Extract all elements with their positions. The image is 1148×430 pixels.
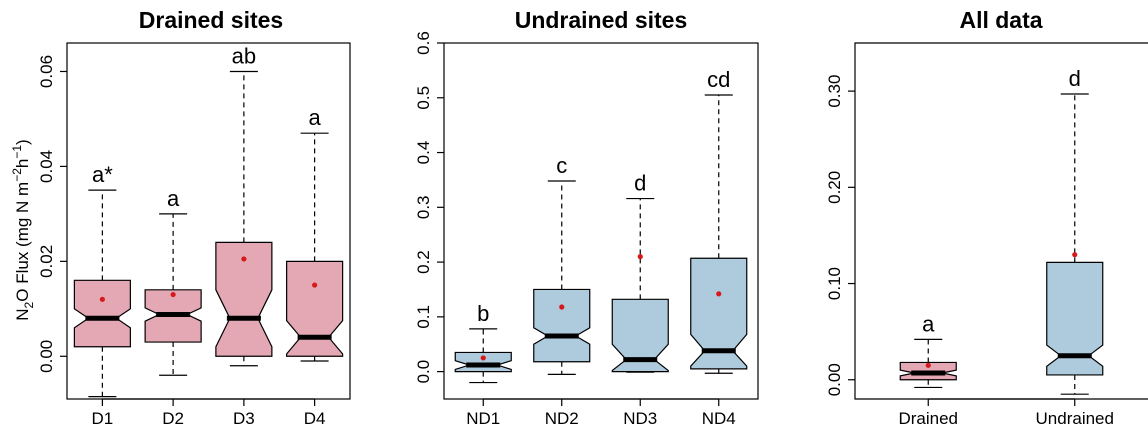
x-tick-label: D1 — [92, 409, 114, 428]
y-tick-label: 0.10 — [825, 267, 844, 300]
y-tick-label: 0.06 — [37, 55, 56, 88]
box-ND2: c — [533, 153, 591, 375]
box-body — [533, 288, 591, 363]
x-tick-label: D3 — [233, 409, 255, 428]
y-tick-label: 0.00 — [37, 340, 56, 373]
y-tick-label: 0.2 — [414, 250, 433, 274]
mean-point — [559, 304, 565, 310]
box-Drained: a — [899, 311, 957, 389]
y-tick-label: 0.20 — [825, 171, 844, 204]
significance-letter: a — [167, 186, 180, 211]
mean-point — [312, 282, 318, 288]
x-tick-label: Drained — [898, 409, 958, 428]
box-body — [690, 257, 748, 370]
panel-title: All data — [959, 7, 1042, 33]
box-D3: ab — [215, 43, 273, 367]
y-tick-label: 0.3 — [414, 195, 433, 219]
significance-letter: ab — [232, 43, 256, 68]
box-D2: a — [144, 186, 202, 376]
panel-2: Undrained sites 0.0 0.1 0.2 0.3 0.4 0.5 0.6 b ND1… — [414, 7, 759, 428]
box-ND3: d — [611, 171, 669, 373]
box-body — [73, 279, 131, 348]
x-tick-label: D4 — [304, 409, 326, 428]
mean-point — [1072, 252, 1078, 258]
y-tick-label: 0.0 — [414, 360, 433, 384]
significance-letter: c — [556, 153, 567, 178]
mean-point — [99, 296, 105, 302]
significance-letter: a — [309, 105, 322, 130]
box-ND4: cd — [690, 67, 748, 374]
mean-point — [925, 362, 931, 368]
box-body — [215, 241, 273, 357]
x-tick-label: ND4 — [702, 409, 736, 428]
mean-point — [170, 291, 176, 298]
x-tick-label: ND3 — [623, 409, 657, 428]
box-body — [1046, 261, 1104, 376]
plot-frame — [854, 42, 1148, 400]
box-D4: a — [286, 105, 344, 362]
significance-letter: cd — [707, 67, 730, 92]
mean-point — [716, 291, 722, 297]
x-tick-label: D2 — [162, 409, 184, 428]
y-tick-label: 0.02 — [37, 245, 56, 278]
y-tick-label: 0.1 — [414, 305, 433, 329]
significance-letter: a — [922, 311, 935, 336]
panel-title: Undrained sites — [515, 7, 688, 33]
panels: Drained sites0.000.020.040.06a*D1aD2abD3… — [37, 7, 1148, 428]
y-axis-label: N2O Flux (mg N m−2h−1) — [10, 139, 36, 320]
panel-3: All data 0.00 0.10 0.20 0.30 a Drained d Undrain… — [825, 7, 1148, 428]
y-tick-label: 0.00 — [825, 363, 844, 396]
y-tick-label: 0.5 — [414, 86, 433, 110]
significance-letter: d — [634, 171, 646, 196]
mean-point — [480, 355, 486, 361]
y-tick-label: 0.4 — [414, 141, 433, 165]
significance-letter: d — [1069, 66, 1081, 91]
x-tick-label: Undrained — [1036, 409, 1114, 428]
y-tick-label: 0.04 — [37, 150, 56, 183]
y-tick-label: 0.6 — [414, 31, 433, 55]
box-ND1: b — [454, 301, 512, 384]
x-tick-label: ND2 — [545, 409, 579, 428]
y-tick-label: 0.30 — [825, 75, 844, 108]
mean-point — [637, 254, 643, 260]
significance-letter: b — [477, 301, 489, 326]
box-D1: a* — [73, 162, 131, 398]
box-body — [611, 298, 669, 373]
box-body — [454, 351, 512, 373]
significance-letter: a* — [92, 162, 113, 187]
box-body — [286, 260, 344, 357]
panel-1: Drained sites 0.00 0.02 0.04 0.06 a* D1 a D2 ab D3… — [37, 7, 351, 428]
mean-point — [241, 256, 247, 262]
x-tick-label: ND1 — [466, 409, 500, 428]
box-Undrained: d — [1046, 66, 1104, 395]
panel-title: Drained sites — [139, 7, 283, 33]
